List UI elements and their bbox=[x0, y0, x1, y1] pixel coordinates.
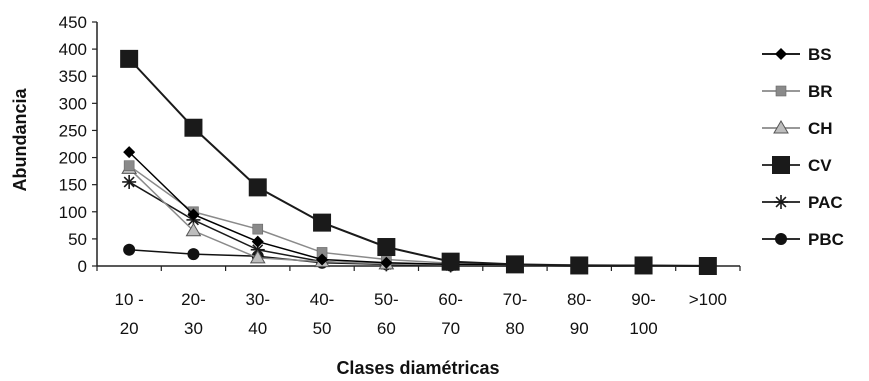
data-point bbox=[773, 120, 789, 134]
legend: BS BR CH CV PAC PBC bbox=[762, 45, 844, 249]
x-tick-label: 10 - bbox=[115, 290, 144, 309]
series-group bbox=[120, 49, 717, 275]
data-point bbox=[185, 222, 202, 237]
legend-item-pbc: PBC bbox=[762, 230, 844, 249]
y-tick-label: 200 bbox=[59, 149, 87, 168]
data-point bbox=[248, 178, 267, 197]
y-axis-ticks: 0 50 100 150 200 250 300 350 400 450 bbox=[59, 13, 97, 276]
legend-item-br: BR bbox=[762, 82, 833, 101]
x-tick-label: 90- bbox=[631, 290, 656, 309]
y-tick-label: 0 bbox=[78, 257, 87, 276]
data-point bbox=[316, 253, 329, 266]
data-point bbox=[775, 85, 787, 97]
data-point bbox=[441, 252, 460, 271]
legend-label: PBC bbox=[808, 230, 844, 249]
data-point bbox=[570, 256, 589, 275]
data-point bbox=[634, 256, 653, 275]
data-point bbox=[377, 238, 396, 257]
x-tick-label: 30- bbox=[245, 290, 270, 309]
x-tick-label: >100 bbox=[689, 290, 727, 309]
y-tick-label: 350 bbox=[59, 67, 87, 86]
data-point bbox=[184, 118, 203, 137]
legend-item-bs: BS bbox=[762, 45, 832, 64]
data-point bbox=[123, 243, 136, 256]
data-point bbox=[505, 255, 524, 274]
y-tick-label: 250 bbox=[59, 121, 87, 140]
series-bs bbox=[123, 146, 714, 272]
x-tick-label: 100 bbox=[629, 319, 657, 338]
data-point bbox=[122, 174, 137, 189]
data-point bbox=[774, 195, 788, 209]
data-point bbox=[123, 146, 136, 159]
x-tick-label: 80 bbox=[505, 319, 524, 338]
series-cv bbox=[120, 49, 717, 275]
y-tick-label: 50 bbox=[68, 230, 87, 249]
data-point bbox=[380, 256, 393, 269]
legend-label: CV bbox=[808, 156, 832, 175]
x-tick-label: 60- bbox=[438, 290, 463, 309]
data-point bbox=[251, 235, 264, 248]
data-point bbox=[120, 49, 139, 68]
y-tick-label: 100 bbox=[59, 203, 87, 222]
x-tick-label: 70- bbox=[503, 290, 528, 309]
data-point bbox=[772, 156, 790, 174]
data-point bbox=[698, 257, 717, 275]
data-point bbox=[249, 249, 266, 264]
y-tick-label: 450 bbox=[59, 13, 87, 32]
legend-item-ch: CH bbox=[762, 119, 833, 138]
x-tick-label: 20- bbox=[181, 290, 206, 309]
data-point bbox=[187, 248, 200, 261]
y-tick-label: 150 bbox=[59, 176, 87, 195]
x-axis-title: Clases diamétricas bbox=[336, 358, 499, 378]
y-tick-label: 300 bbox=[59, 94, 87, 113]
series-pac bbox=[122, 174, 715, 273]
x-tick-label: 50 bbox=[313, 319, 332, 338]
x-tick-label: 30 bbox=[184, 319, 203, 338]
legend-label: BS bbox=[808, 45, 832, 64]
legend-label: PAC bbox=[808, 193, 843, 212]
data-point bbox=[775, 48, 787, 60]
series-line bbox=[128, 165, 708, 267]
x-tick-label: 90 bbox=[570, 319, 589, 338]
x-axis-ticks: 10 - 20 20- 30 30- 40 40- 50 50- 60 60- 70 70- 80 80- 9… bbox=[96, 266, 741, 338]
legend-item-pac: PAC bbox=[762, 193, 843, 212]
x-tick-label: 60 bbox=[377, 319, 396, 338]
y-tick-label: 400 bbox=[59, 40, 87, 59]
series-line bbox=[128, 151, 708, 267]
x-tick-label: 50- bbox=[374, 290, 399, 309]
x-tick-label: 20 bbox=[120, 319, 139, 338]
x-tick-label: 40- bbox=[310, 290, 335, 309]
legend-label: BR bbox=[808, 82, 833, 101]
y-axis-title: Abundancia bbox=[10, 88, 30, 192]
data-point bbox=[123, 160, 135, 171]
data-point bbox=[313, 213, 332, 232]
data-point bbox=[775, 233, 787, 245]
data-point bbox=[187, 208, 200, 221]
legend-label: CH bbox=[808, 119, 833, 138]
data-point bbox=[252, 223, 264, 235]
x-tick-label: 40 bbox=[248, 319, 267, 338]
x-tick-label: 70 bbox=[441, 319, 460, 338]
series-line bbox=[128, 58, 708, 267]
legend-item-cv: CV bbox=[762, 156, 832, 175]
x-tick-label: 80- bbox=[567, 290, 592, 309]
